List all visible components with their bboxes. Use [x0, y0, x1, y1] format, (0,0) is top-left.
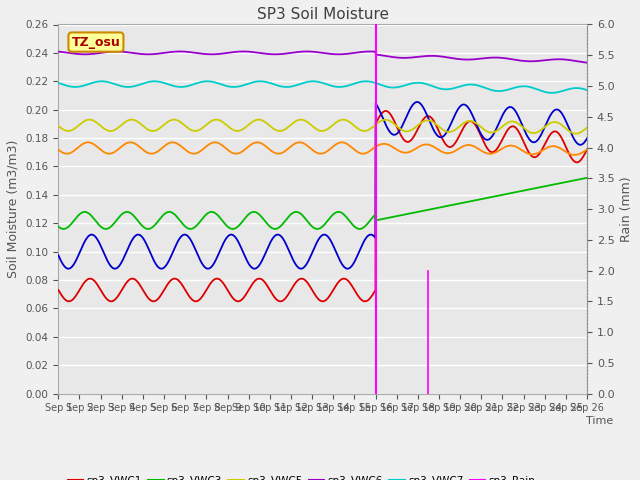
X-axis label: Time: Time [586, 416, 614, 426]
Title: SP3 Soil Moisture: SP3 Soil Moisture [257, 7, 388, 22]
Text: TZ_osu: TZ_osu [72, 36, 120, 48]
Y-axis label: Soil Moisture (m3/m3): Soil Moisture (m3/m3) [7, 140, 20, 278]
Legend: sp3_VWC1, sp3_VWC2, sp3_VWC3, sp3_VWC4, sp3_VWC5, sp3_VWC6, sp3_VWC7, sp3_Rain: sp3_VWC1, sp3_VWC2, sp3_VWC3, sp3_VWC4, … [63, 471, 540, 480]
Y-axis label: Rain (mm): Rain (mm) [620, 176, 633, 242]
